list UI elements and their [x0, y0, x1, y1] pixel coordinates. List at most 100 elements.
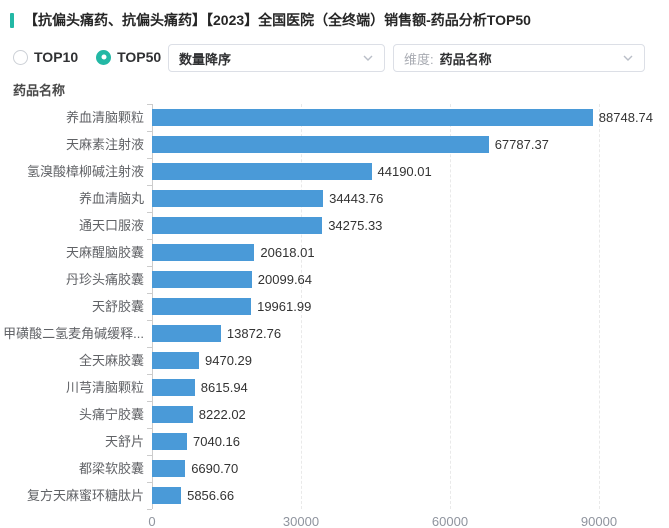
dimension-dropdown[interactable]: 维度: 药品名称: [393, 44, 645, 72]
radio-top10-label: TOP10: [34, 49, 79, 65]
category-label: 丹珍头痛胶囊: [65, 272, 144, 287]
bar[interactable]: [152, 163, 372, 180]
bar-area: 9470.29: [152, 347, 669, 374]
chart-row: 都梁软胶囊 6690.70: [0, 455, 669, 482]
chart-row: 养血清脑颗粒 88748.74: [0, 104, 669, 131]
bar-area: 7040.16: [152, 428, 669, 455]
bar-area: 8222.02: [152, 401, 669, 428]
bar[interactable]: [152, 271, 252, 288]
axis-tick: [147, 185, 152, 186]
value-label: 7040.16: [193, 434, 240, 449]
bar-area: 5856.66: [152, 482, 669, 509]
x-tick-label: 60000: [431, 514, 469, 528]
category-label: 养血清脑丸: [78, 191, 144, 206]
radio-top50[interactable]: TOP50: [96, 49, 161, 65]
bar[interactable]: [152, 217, 323, 234]
axis-tick: [147, 239, 152, 240]
x-tick-label: 0: [148, 514, 156, 528]
chart-row: 天舒胶囊 19961.99: [0, 293, 669, 320]
axis-tick: [147, 158, 152, 159]
x-axis: 0 30000 60000 90000: [0, 514, 669, 528]
axis-tick: [147, 266, 152, 267]
category-label: 复方天麻蜜环糖肽片: [26, 488, 144, 503]
bar-area: 6690.70: [152, 455, 669, 482]
bar[interactable]: [152, 460, 186, 477]
x-tick-label: 90000: [580, 514, 618, 528]
category-label: 都梁软胶囊: [78, 461, 144, 476]
bar[interactable]: [152, 190, 324, 207]
value-label: 34443.76: [329, 191, 384, 206]
bar-area: 44190.01: [152, 158, 669, 185]
bar-area: 13872.76: [152, 320, 669, 347]
bar[interactable]: [152, 352, 199, 369]
dimension-prefix: 维度:: [404, 51, 434, 67]
bar-area: 88748.74: [152, 104, 669, 131]
chart-row: 川芎清脑颗粒 8615.94: [0, 374, 669, 401]
bar-chart: 药品名称 养血清脑颗粒 88748.74 天麻素注射液 67787.37 氢溴酸…: [0, 78, 669, 528]
value-label: 5856.66: [187, 488, 235, 503]
chart-row: 天麻醒脑胶囊 20618.01: [0, 239, 669, 266]
chevron-down-icon: [362, 52, 374, 64]
bar[interactable]: [152, 325, 221, 342]
value-label: 20618.01: [260, 245, 315, 260]
bar-area: 8615.94: [152, 374, 669, 401]
title-accent-bar: [10, 12, 14, 28]
page-title: 【抗偏头痛药、抗偏头痛药】【2023】全国医院（全终端）销售额-药品分析TOP5…: [24, 12, 531, 28]
value-label: 20099.64: [257, 272, 313, 287]
gridline: [301, 104, 302, 509]
bar[interactable]: [152, 379, 195, 396]
bar[interactable]: [152, 109, 593, 126]
category-label: 天麻醒脑胶囊: [65, 245, 144, 260]
axis-tick: [147, 374, 152, 375]
chart-row: 天麻素注射液 67787.37: [0, 131, 669, 158]
axis-tick: [147, 212, 152, 213]
chart-row: 氢溴酸樟柳碱注射液 44190.01: [0, 158, 669, 185]
axis-tick: [147, 428, 152, 429]
category-label: 天舒片: [104, 434, 144, 449]
chart-row: 头痛宁胶囊 8222.02: [0, 401, 669, 428]
radio-top10[interactable]: TOP10: [13, 49, 78, 65]
radio-top50-icon[interactable]: [96, 49, 112, 65]
value-label: 9470.29: [205, 353, 252, 368]
category-label: 头痛宁胶囊: [78, 407, 144, 422]
y-axis-title: 药品名称: [13, 83, 66, 98]
radio-top10-icon[interactable]: [13, 49, 28, 65]
value-label: 8615.94: [200, 380, 248, 395]
axis-tick: [147, 455, 152, 456]
chart-row: 丹珍头痛胶囊 20099.64: [0, 266, 669, 293]
sort-order-value: 数量降序: [179, 51, 232, 67]
axis-tick: [147, 131, 152, 132]
category-label: 甲磺酸二氢麦角碱缓释...: [3, 326, 144, 341]
bar-area: 67787.37: [152, 131, 669, 158]
page-header: 【抗偏头痛药、抗偏头痛药】【2023】全国医院（全终端）销售额-药品分析TOP5…: [10, 10, 669, 30]
gridline: [450, 104, 451, 509]
plot-area: 养血清脑颗粒 88748.74 天麻素注射液 67787.37 氢溴酸樟柳碱注射…: [0, 104, 669, 510]
value-label: 88748.74: [598, 110, 654, 125]
bar[interactable]: [152, 406, 193, 423]
sort-order-dropdown[interactable]: 数量降序: [168, 44, 385, 72]
axis-tick: [147, 347, 152, 348]
axis-tick: [147, 320, 152, 321]
radio-top50-label: TOP50: [117, 49, 162, 65]
axis-tick: [147, 509, 152, 510]
value-label: 67787.37: [494, 137, 549, 152]
bar[interactable]: [152, 298, 252, 315]
category-label: 养血清脑颗粒: [65, 110, 144, 125]
chart-row: 通天口服液 34275.33: [0, 212, 669, 239]
value-label: 8222.02: [198, 407, 246, 422]
bar[interactable]: [152, 244, 255, 261]
chart-row: 养血清脑丸 34443.76: [0, 185, 669, 212]
chart-row: 复方天麻蜜环糖肽片 5856.66: [0, 482, 669, 509]
value-label: 44190.01: [377, 164, 432, 179]
category-label: 天舒胶囊: [91, 299, 144, 314]
category-label: 天麻素注射液: [65, 137, 144, 152]
bar[interactable]: [152, 487, 182, 504]
value-label: 34275.33: [328, 218, 383, 233]
chart-row: 甲磺酸二氢麦角碱缓释... 13872.76: [0, 320, 669, 347]
controls-bar: TOP10 TOP50 数量降序 维度: 药品名称: [0, 44, 669, 72]
x-tick-label: 30000: [282, 514, 320, 528]
bar[interactable]: [152, 433, 187, 450]
value-label: 19961.99: [257, 299, 312, 314]
category-label: 氢溴酸樟柳碱注射液: [26, 164, 144, 179]
bar[interactable]: [152, 136, 489, 153]
